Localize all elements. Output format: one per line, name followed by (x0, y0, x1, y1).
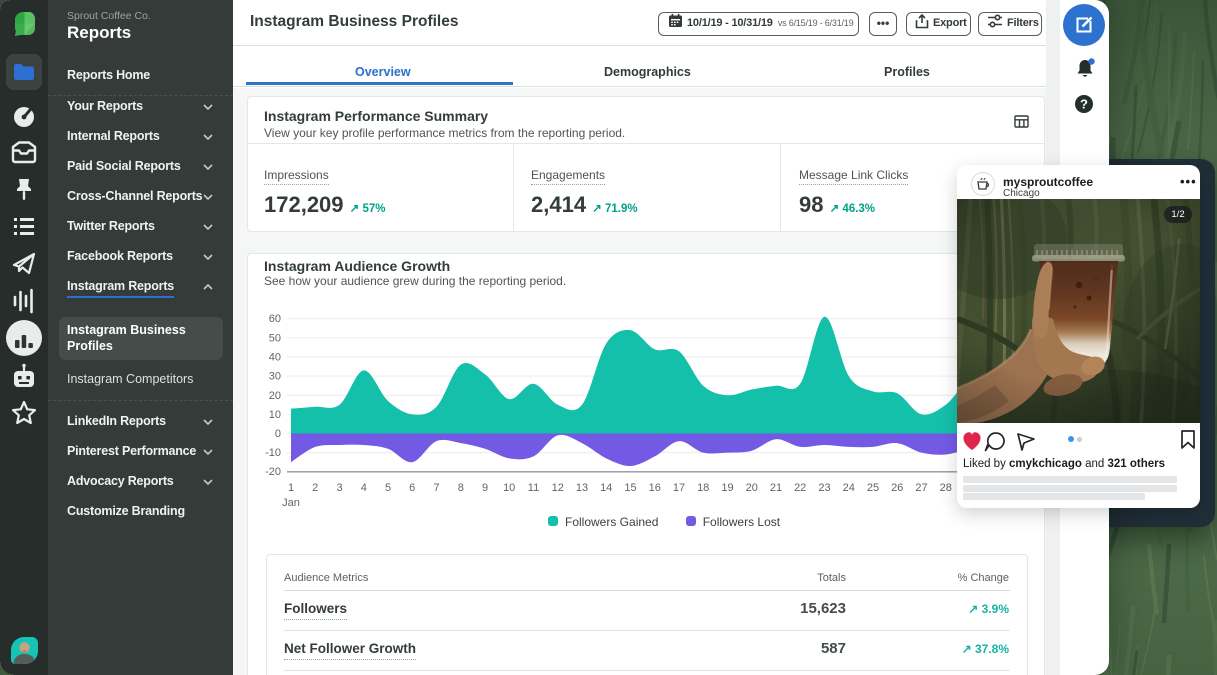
svg-text:6: 6 (409, 482, 415, 494)
svg-text:40: 40 (269, 352, 281, 364)
svg-text:5: 5 (385, 482, 391, 494)
svg-text:9: 9 (482, 482, 488, 494)
svg-text:50: 50 (269, 332, 281, 344)
svg-text:25: 25 (867, 482, 879, 494)
svg-text:22: 22 (794, 482, 806, 494)
svg-text:14: 14 (600, 482, 612, 494)
svg-text:11: 11 (528, 482, 539, 494)
svg-text:20: 20 (746, 482, 758, 494)
svg-text:60: 60 (269, 313, 281, 325)
svg-text:24: 24 (843, 482, 855, 494)
svg-text:17: 17 (673, 482, 685, 494)
svg-text:10: 10 (269, 409, 281, 421)
svg-text:10: 10 (503, 482, 515, 494)
svg-text:30: 30 (269, 371, 281, 383)
svg-text:19: 19 (721, 482, 733, 494)
svg-text:0: 0 (275, 428, 281, 440)
svg-text:-20: -20 (265, 466, 281, 478)
svg-text:Jan: Jan (282, 497, 300, 509)
svg-text:21: 21 (770, 482, 782, 494)
svg-text:13: 13 (576, 482, 588, 494)
svg-text:7: 7 (433, 482, 439, 494)
svg-text:4: 4 (361, 482, 367, 494)
svg-text:2: 2 (312, 482, 318, 494)
svg-text:15: 15 (624, 482, 636, 494)
svg-text:3: 3 (336, 482, 342, 494)
svg-text:20: 20 (269, 390, 281, 402)
svg-text:16: 16 (649, 482, 661, 494)
svg-text:12: 12 (552, 482, 564, 494)
svg-text:18: 18 (697, 482, 709, 494)
svg-text:27: 27 (915, 482, 927, 494)
svg-text:-10: -10 (265, 447, 281, 459)
svg-text:1: 1 (288, 482, 294, 494)
svg-text:28: 28 (940, 482, 952, 494)
svg-text:23: 23 (818, 482, 830, 494)
svg-text:26: 26 (891, 482, 903, 494)
svg-text:?: ? (1080, 97, 1088, 112)
svg-text:8: 8 (458, 482, 464, 494)
